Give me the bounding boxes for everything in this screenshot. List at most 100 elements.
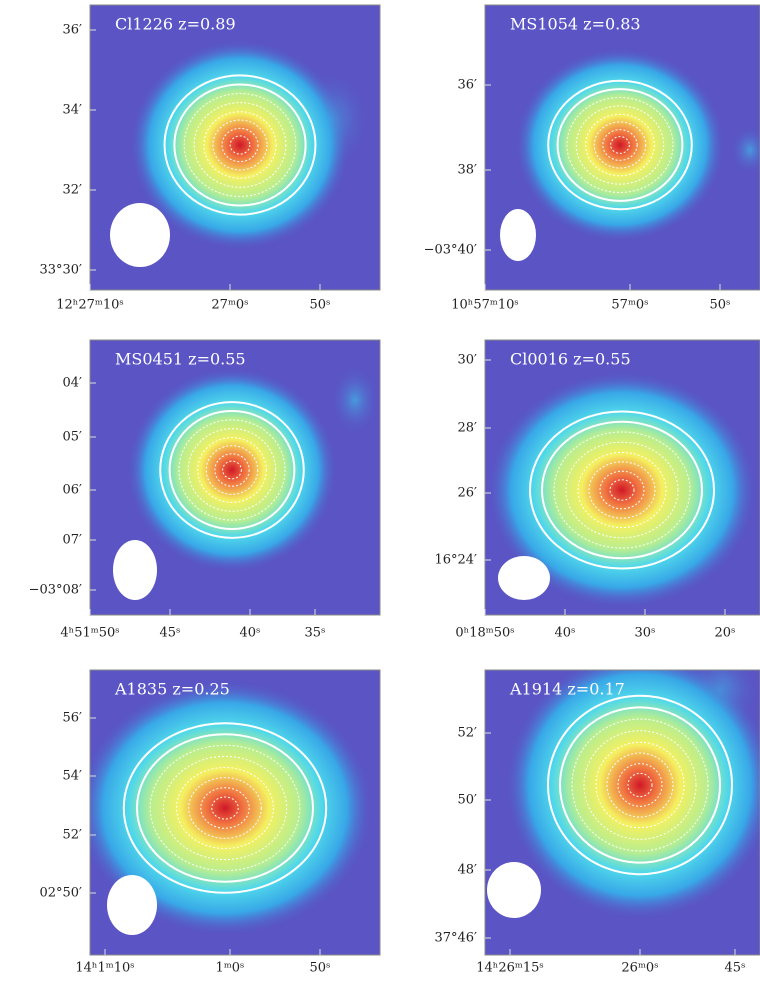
contour [187,428,277,512]
x-tick-label: 40ˢ [555,626,576,641]
contour [559,706,721,864]
map [90,340,380,615]
contour [595,741,685,829]
map [90,670,380,955]
map-panel: Cl1226 z=0.89 36′ 34′ 32′ 33°30′ 12ʰ27ᵐ10ˢ 27ᵐ… [39,4,381,313]
panel-title: A1914 z=0.17 [509,680,625,699]
contour [222,460,242,480]
y-tick-label: 48′ [458,863,478,878]
contour [229,135,251,155]
x-tick-label: 45ˢ [725,961,746,976]
x-tick-label: 30ˢ [635,626,656,641]
y-tick-label: 16°24′ [434,553,477,568]
sz-signal [505,670,760,920]
x-tick-label: 0ʰ18ᵐ50ˢ [455,626,514,641]
x-tick-label: 35ˢ [305,626,326,641]
panel-title: MS1054 z=0.83 [510,15,641,34]
contour [627,772,653,798]
y-tick-label: 04′ [63,376,83,391]
contour [200,787,250,829]
contour [122,722,328,894]
contour [193,102,287,188]
map-panel: A1835 z=0.25 56′ 54′ 52′ 02°50′ 14ʰ1ᵐ10ˢ 1ᵐ0ˢ 5… [39,669,381,976]
contour [602,129,638,161]
contour [556,88,684,202]
panel-title: Cl1226 z=0.89 [115,15,236,34]
contour [610,136,630,154]
contour [617,763,663,807]
y-tick-label: 36′ [458,78,478,93]
contour [197,437,267,503]
frame [89,4,381,291]
beam [500,209,536,261]
frame [484,669,760,956]
x-tick-label: 57ᵐ0ˢ [611,298,648,313]
beam [498,556,550,600]
y-tick-label: 36′ [63,23,83,38]
contour [221,127,259,163]
contour [571,718,709,852]
contour [541,420,703,560]
contour [585,113,655,177]
contour [593,121,647,169]
contour [136,733,314,883]
y-tick-label: 56′ [63,711,83,726]
y-tick-label: 06′ [63,483,83,498]
x-tick-label: 20ˢ [715,626,736,641]
x-tick-label: 26ᵐ0ˢ [621,961,658,976]
x-tick-label: 14ʰ1ᵐ10ˢ [75,961,134,976]
x-tick-label: 50ˢ [710,298,731,313]
contour [178,419,286,521]
y-tick-label: 34′ [63,103,83,118]
y-tick-label: 38′ [458,163,478,178]
contour [168,410,296,530]
contour [606,752,674,818]
panel-title: Cl0016 z=0.55 [510,350,631,369]
map [485,5,760,290]
beam [110,203,170,267]
sz-signal [514,47,726,243]
y-tick-label: 33°30′ [39,263,82,278]
frame [89,339,381,616]
x-tick-label: 40ˢ [240,626,261,641]
contour [565,441,679,539]
contour [205,445,259,495]
contour [547,694,733,876]
contour [547,79,693,211]
y-tick-label: 52′ [63,828,83,843]
x-tick-label: 27ᵐ0ˢ [211,298,248,313]
x-tick-label: 1ᵐ0ˢ [216,961,245,976]
contour [176,766,274,850]
map-panel: MS0451 z=0.55 04′ 05′ 06′ 07′ −03°08′ 4ʰ51ᵐ50ˢ… [29,339,381,641]
frame [484,339,760,616]
contour [203,111,277,179]
beam [107,875,157,935]
contour [159,401,305,539]
sz-signal [126,367,338,573]
contour [553,431,691,549]
panel-title: A1835 z=0.25 [114,680,230,699]
y-tick-label: 52′ [458,726,478,741]
y-tick-label: 37°46′ [434,931,477,946]
frame [89,669,381,956]
y-tick-label: 50′ [458,793,478,808]
contour [162,755,288,861]
x-tick-label: 12ʰ27ᵐ10ˢ [56,298,124,313]
x-tick-label: 10ʰ57ᵐ10ˢ [451,298,519,313]
frame [484,4,760,291]
y-tick-label: 26′ [458,486,478,501]
map-panel: A1914 z=0.17 52′ 50′ 48′ 37°46′ 14ʰ26ᵐ15ˢ 26ᵐ0… [434,669,760,976]
y-tick-label: 30′ [458,353,478,368]
contour [599,470,645,510]
contour [566,97,674,193]
contour [163,74,317,216]
contour [188,777,262,839]
y-tick-label: 02°50′ [39,886,82,901]
contour [183,93,297,197]
beam [113,540,157,600]
halo [730,125,760,175]
sz-signal [90,679,374,937]
map [485,340,760,615]
